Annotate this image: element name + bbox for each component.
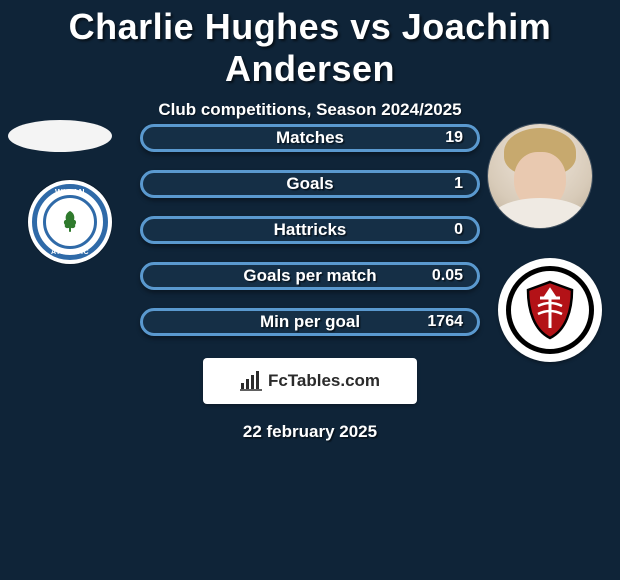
crest-text-bottom: ATHLETIC xyxy=(28,249,112,256)
player1-club-crest: WIGAN ATHLETIC xyxy=(28,180,112,264)
stat-label: Goals xyxy=(286,174,333,194)
brand-text: FcTables.com xyxy=(268,371,380,391)
bar-chart-icon xyxy=(240,371,262,391)
stat-label: Matches xyxy=(276,128,344,148)
stat-value-p2: 0.05 xyxy=(432,267,463,285)
stat-row-matches: Matches 19 xyxy=(140,124,480,152)
stats-list: Matches 19 Goals 1 Hattricks 0 Goals per… xyxy=(140,124,480,354)
shield-icon xyxy=(524,280,576,340)
page-title: Charlie Hughes vs Joachim Andersen xyxy=(0,0,620,90)
stat-row-gpm: Goals per match 0.05 xyxy=(140,262,480,290)
stat-value-p2: 1764 xyxy=(427,313,463,331)
date-text: 22 february 2025 xyxy=(0,422,620,442)
stat-row-mpg: Min per goal 1764 xyxy=(140,308,480,336)
stat-value-p2: 19 xyxy=(445,129,463,147)
page-subtitle: Club competitions, Season 2024/2025 xyxy=(0,100,620,120)
player2-club-crest xyxy=(498,258,602,362)
page: Charlie Hughes vs Joachim Andersen Club … xyxy=(0,0,620,580)
player2-photo xyxy=(488,124,592,228)
stat-row-goals: Goals 1 xyxy=(140,170,480,198)
stat-label: Min per goal xyxy=(260,312,360,332)
stat-label: Goals per match xyxy=(243,266,376,286)
stat-value-p2: 1 xyxy=(454,175,463,193)
stat-value-p2: 0 xyxy=(454,221,463,239)
stat-label: Hattricks xyxy=(274,220,347,240)
player1-photo xyxy=(8,120,112,152)
brand-badge[interactable]: FcTables.com xyxy=(203,358,417,404)
tree-icon xyxy=(60,210,80,232)
stat-row-hattricks: Hattricks 0 xyxy=(140,216,480,244)
